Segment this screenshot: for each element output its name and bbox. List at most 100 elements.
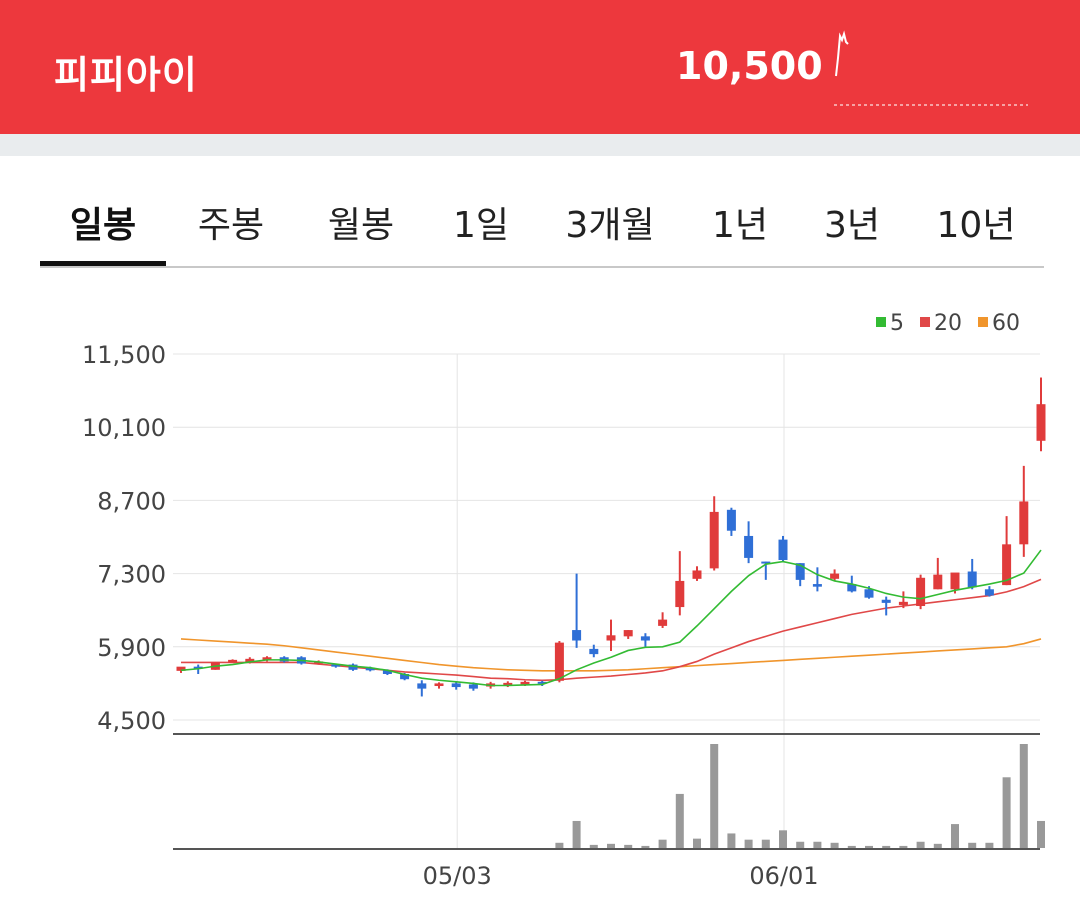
volume-bar bbox=[589, 844, 598, 848]
candle-body bbox=[640, 636, 650, 641]
volume-bar bbox=[796, 841, 805, 848]
price-chart[interactable]: 11,500 10,100 8,700 7,300 5,900 4,500 05/03 06/… bbox=[0, 300, 1080, 904]
ma5-line bbox=[180, 549, 1042, 687]
candle-body bbox=[864, 589, 874, 598]
candle-body bbox=[451, 683, 461, 688]
candle-body bbox=[847, 584, 857, 592]
candle-body bbox=[331, 664, 341, 667]
candle-body bbox=[606, 635, 616, 641]
legend-label: 60 bbox=[992, 311, 1020, 336]
volume-bar bbox=[624, 844, 633, 848]
candle-body bbox=[193, 666, 203, 669]
period-tabs: 일봉 주봉 월봉 1일 3개월 1년 3년 10년 bbox=[40, 196, 1044, 268]
tab-weekly[interactable]: 주봉 bbox=[197, 205, 265, 246]
stock-name: 피피아이 bbox=[54, 53, 198, 97]
candle-body bbox=[537, 681, 547, 684]
volume-bar bbox=[830, 842, 839, 848]
header-separator bbox=[0, 134, 1080, 156]
volume-bar bbox=[727, 833, 736, 848]
tab-10years[interactable]: 10년 bbox=[936, 205, 1016, 246]
volume-bar bbox=[985, 842, 994, 848]
candle-body bbox=[675, 580, 685, 608]
volume-bar bbox=[744, 839, 753, 848]
tab-daily[interactable]: 일봉 bbox=[40, 196, 166, 266]
volume-bar bbox=[968, 842, 977, 848]
candle-body bbox=[262, 657, 272, 660]
candle-body bbox=[709, 511, 719, 569]
candle-body bbox=[228, 659, 238, 663]
candle-body bbox=[950, 572, 960, 590]
candle-body bbox=[692, 570, 702, 579]
volume-bar bbox=[658, 839, 667, 848]
candle-body bbox=[434, 683, 444, 687]
y-tick-label: 4,500 bbox=[97, 707, 166, 735]
volume-bar bbox=[899, 845, 908, 848]
candle-body bbox=[1002, 544, 1012, 586]
volume-bar bbox=[847, 845, 856, 848]
y-tick-label: 10,100 bbox=[82, 414, 166, 442]
candle-body bbox=[468, 684, 478, 689]
volume-bar bbox=[1019, 744, 1028, 848]
candle-body bbox=[830, 573, 840, 579]
tab-1year[interactable]: 1년 bbox=[711, 205, 769, 246]
volume-bar bbox=[813, 841, 822, 848]
y-tick-label: 11,500 bbox=[82, 341, 166, 369]
volume-bar bbox=[555, 842, 564, 848]
candle-body bbox=[795, 563, 805, 580]
volume-bar bbox=[710, 744, 719, 848]
volume-bar bbox=[641, 845, 650, 848]
volume-bar bbox=[761, 839, 770, 848]
candle-body bbox=[589, 648, 599, 655]
tab-1day[interactable]: 1일 bbox=[452, 205, 510, 246]
tab-monthly[interactable]: 월봉 bbox=[327, 205, 395, 246]
volume-bar bbox=[882, 845, 891, 848]
candle-body bbox=[1019, 501, 1029, 545]
y-tick-label: 8,700 bbox=[97, 487, 166, 515]
y-tick-label: 7,300 bbox=[97, 561, 166, 589]
legend-swatch bbox=[920, 317, 930, 327]
candle-body bbox=[933, 574, 943, 590]
volume-bar bbox=[951, 824, 959, 848]
stock-header: 피피아이 10,500 bbox=[0, 0, 1080, 134]
candle-body bbox=[744, 535, 754, 558]
legend-swatch bbox=[876, 317, 886, 327]
candle-body bbox=[554, 642, 564, 681]
volume-bar bbox=[693, 838, 701, 848]
volume-bar bbox=[1002, 777, 1011, 848]
volume-bar bbox=[1037, 820, 1045, 848]
candle-body bbox=[417, 683, 427, 689]
candle-body bbox=[1036, 404, 1046, 441]
candle-body bbox=[984, 589, 994, 596]
candle-body bbox=[898, 601, 908, 605]
tab-3years[interactable]: 3년 bbox=[823, 205, 881, 246]
candle-body bbox=[365, 667, 375, 671]
y-tick-label: 5,900 bbox=[97, 634, 166, 662]
x-tick-label: 06/01 bbox=[749, 862, 818, 890]
legend-label: 5 bbox=[890, 311, 904, 336]
legend-swatch bbox=[978, 317, 988, 327]
candle-body bbox=[348, 664, 358, 670]
candle-body bbox=[400, 673, 410, 680]
candle-body bbox=[916, 577, 926, 607]
candle-body bbox=[658, 619, 668, 626]
volume-bar bbox=[675, 793, 684, 848]
volume-bar bbox=[779, 830, 787, 848]
candle-body bbox=[726, 509, 736, 531]
candle-body bbox=[881, 599, 891, 603]
candle-body bbox=[812, 584, 822, 587]
volume-bar bbox=[916, 841, 925, 848]
candle-body bbox=[520, 681, 530, 685]
volume-bar bbox=[607, 843, 615, 848]
volume-bar bbox=[933, 843, 942, 848]
intraday-sparkline bbox=[834, 30, 1028, 106]
candle-body bbox=[761, 561, 771, 564]
candle-body bbox=[176, 666, 186, 671]
legend-label: 20 bbox=[934, 311, 962, 336]
candle-body bbox=[245, 658, 255, 663]
ma60-line bbox=[180, 638, 1042, 672]
tab-3months[interactable]: 3개월 bbox=[565, 205, 655, 246]
ma20-line bbox=[181, 578, 1042, 682]
candle-body bbox=[778, 539, 788, 561]
candle-body bbox=[382, 670, 392, 674]
volume-bar bbox=[572, 820, 581, 848]
